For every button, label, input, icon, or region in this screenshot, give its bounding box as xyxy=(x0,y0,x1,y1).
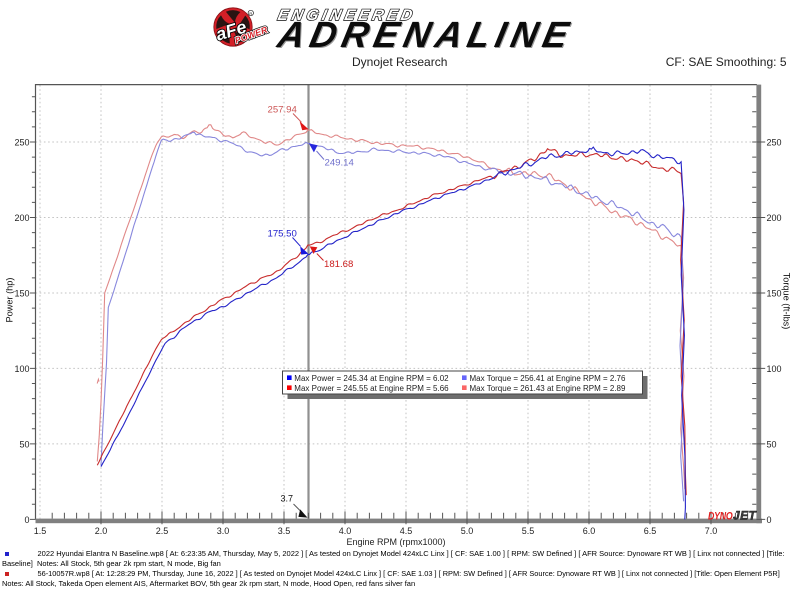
svg-text:50: 50 xyxy=(767,439,777,449)
svg-text:5.5: 5.5 xyxy=(522,526,535,536)
svg-text:249.14: 249.14 xyxy=(325,158,355,169)
svg-text:3.7: 3.7 xyxy=(281,494,294,504)
svg-text:ADRENALINE: ADRENALINE xyxy=(273,14,577,55)
svg-text:150: 150 xyxy=(14,288,29,298)
svg-text:R: R xyxy=(249,11,252,16)
svg-text:4.5: 4.5 xyxy=(400,526,413,536)
svg-text:Max Torque = 261.43 at Engine: Max Torque = 261.43 at Engine RPM = 2.89 xyxy=(470,384,627,393)
svg-text:200: 200 xyxy=(14,213,29,223)
svg-text:DYNO: DYNO xyxy=(708,511,733,523)
svg-text:1.5: 1.5 xyxy=(34,526,47,536)
svg-text:3.0: 3.0 xyxy=(217,526,230,536)
svg-text:257.94: 257.94 xyxy=(268,105,298,116)
svg-text:150: 150 xyxy=(767,288,782,298)
svg-text:175.50: 175.50 xyxy=(268,229,297,240)
svg-text:4.0: 4.0 xyxy=(339,526,352,536)
svg-text:ENGINEERED: ENGINEERED xyxy=(276,7,417,24)
svg-text:JET: JET xyxy=(733,509,757,523)
svg-text:Max Power = 245.34 at Engine R: Max Power = 245.34 at Engine RPM = 6.02 xyxy=(294,374,449,383)
svg-text:Power (hp): Power (hp) xyxy=(5,278,15,323)
svg-text:Engine RPM (rpmx1000): Engine RPM (rpmx1000) xyxy=(346,537,445,547)
svg-text:100: 100 xyxy=(767,364,782,374)
svg-text:200: 200 xyxy=(767,213,782,223)
svg-text:6.0: 6.0 xyxy=(583,526,596,536)
svg-text:3.5: 3.5 xyxy=(278,526,291,536)
svg-text:2.0: 2.0 xyxy=(95,526,108,536)
svg-text:0: 0 xyxy=(24,515,29,525)
svg-text:50: 50 xyxy=(19,439,29,449)
svg-text:250: 250 xyxy=(767,137,782,147)
svg-text:7.0: 7.0 xyxy=(705,526,718,536)
svg-text:Max Torque = 256.41 at Engine: Max Torque = 256.41 at Engine RPM = 2.76 xyxy=(470,374,627,383)
svg-text:0: 0 xyxy=(767,515,772,525)
svg-text:250: 250 xyxy=(14,137,29,147)
svg-text:6.5: 6.5 xyxy=(644,526,657,536)
svg-text:ADRENALINE: ADRENALINE xyxy=(274,16,578,57)
svg-text:100: 100 xyxy=(14,364,29,374)
svg-text:Torque (ft-lbs): Torque (ft-lbs) xyxy=(782,273,792,330)
svg-text:5.0: 5.0 xyxy=(461,526,474,536)
svg-text:Max Power = 245.55 at Engine R: Max Power = 245.55 at Engine RPM = 5.66 xyxy=(294,384,449,393)
svg-text:181.68: 181.68 xyxy=(324,259,353,270)
svg-text:2.5: 2.5 xyxy=(156,526,169,536)
